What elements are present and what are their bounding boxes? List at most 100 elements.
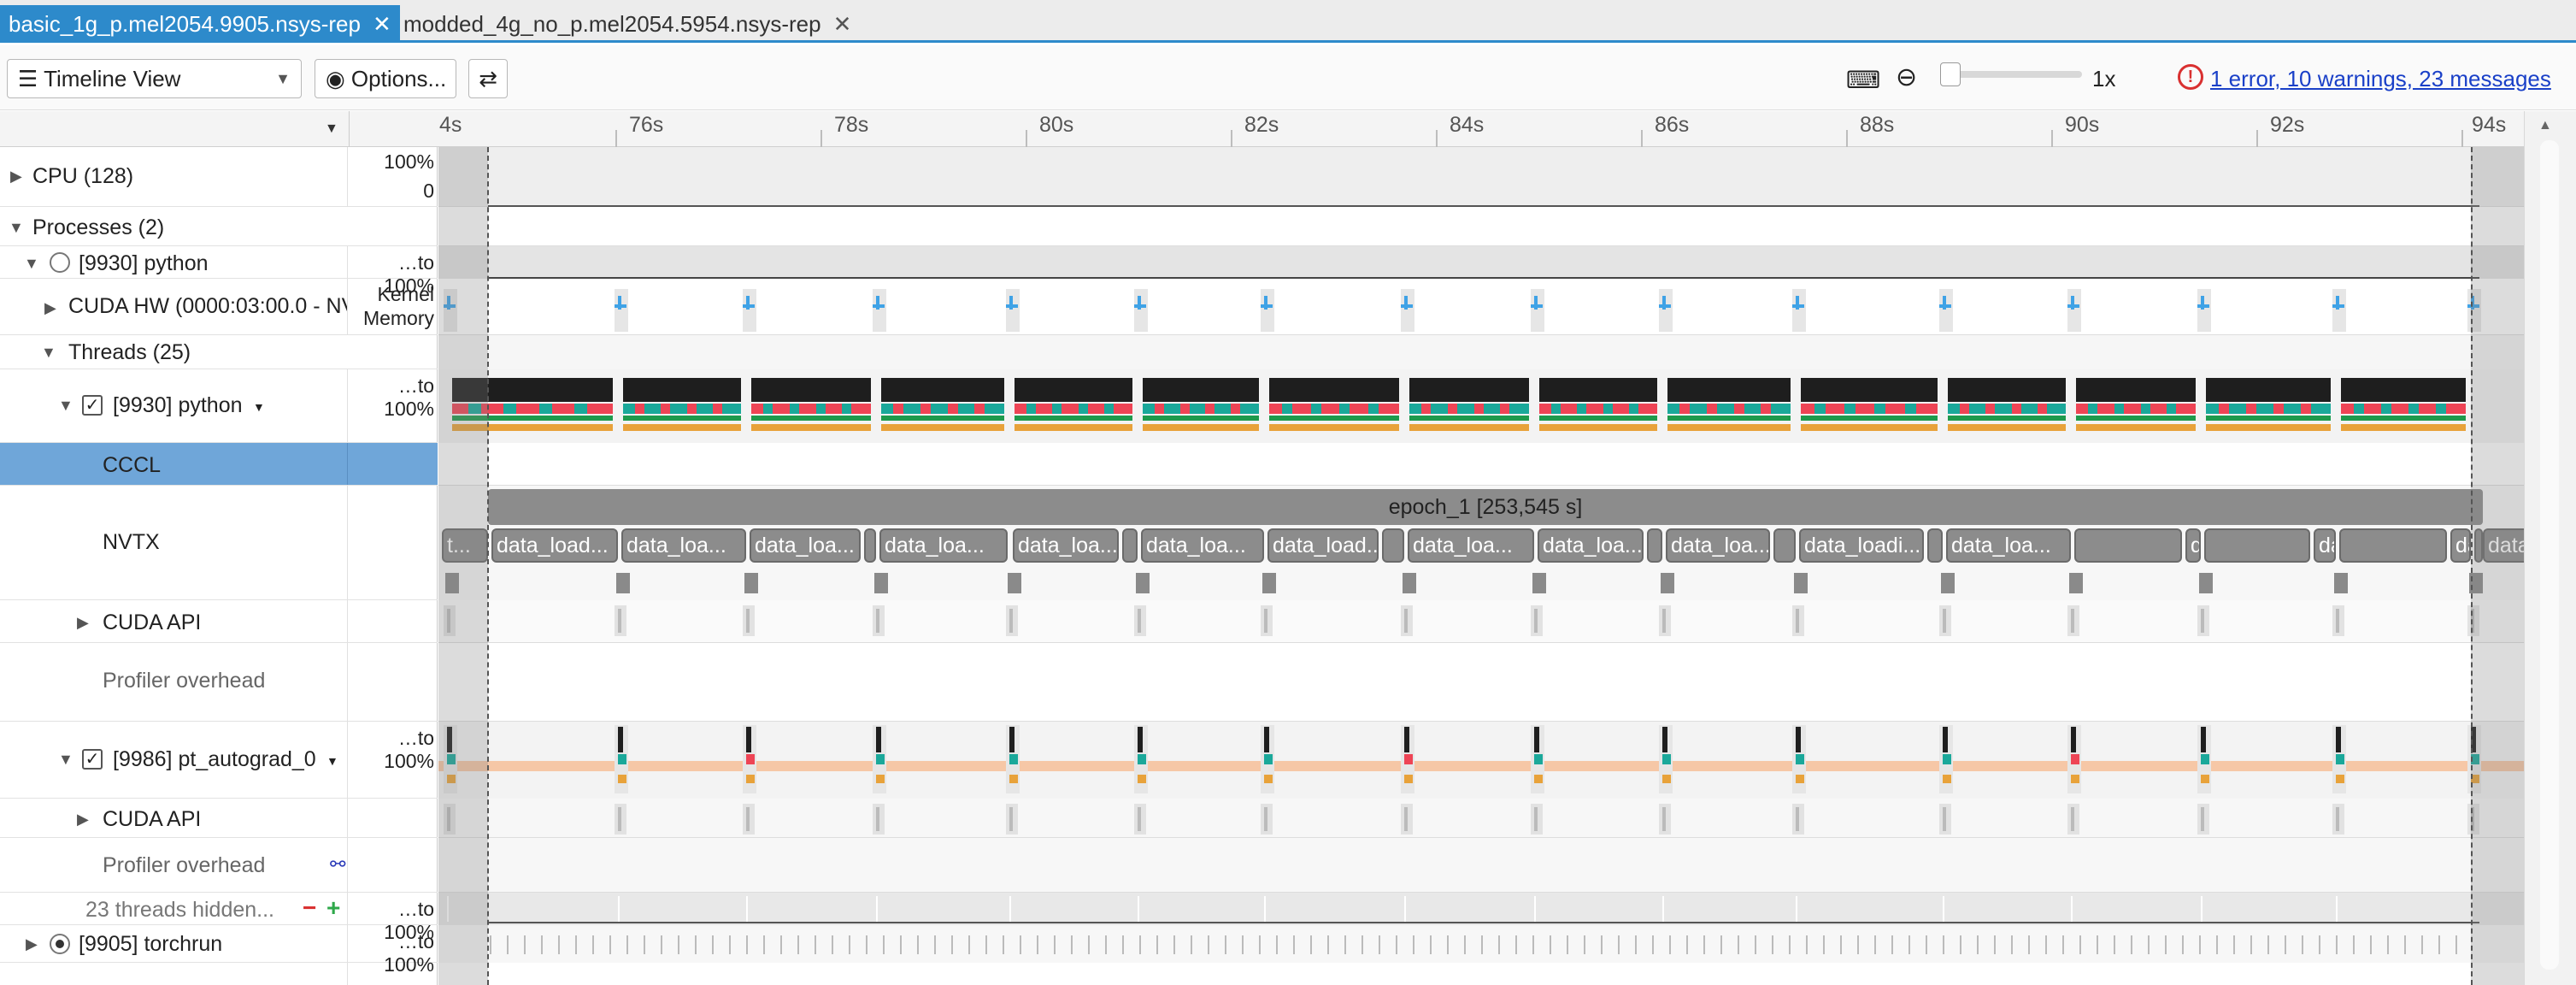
nvtx-range[interactable]: data_loa...	[1141, 528, 1264, 563]
row-threads[interactable]: ▼ Threads (25)	[0, 335, 438, 369]
nvtx-range[interactable]	[2204, 528, 2310, 563]
nvtx-marker	[1008, 573, 1021, 593]
nvtx-range[interactable]: data_loa...	[1013, 528, 1119, 563]
torchrun-tick	[2199, 935, 2201, 954]
keyboard-icon[interactable]: ⌨	[1846, 67, 1881, 93]
thread-state-bar	[623, 404, 741, 414]
nvtx-range[interactable]: data_loa...	[2314, 528, 2336, 563]
nvtx-range[interactable]	[2074, 528, 2182, 563]
chevron-down-icon[interactable]: ▼	[41, 344, 56, 361]
nvtx-range[interactable]: data_loa...	[621, 528, 746, 563]
cuda-kernel-mark	[1531, 304, 1543, 308]
close-icon[interactable]: ✕	[372, 11, 391, 37]
nvtx-range[interactable]: data_loa...	[750, 528, 861, 563]
chevron-right-icon[interactable]: ▶	[77, 614, 89, 631]
torchrun-tick	[2455, 935, 2457, 954]
nvtx-range[interactable]	[1647, 528, 1662, 563]
nvtx-epoch-range[interactable]: epoch_1 [253,545 s]	[488, 489, 2483, 525]
diagnostics-link[interactable]: 1 error, 10 warnings, 23 messages	[2210, 66, 2551, 91]
torchrun-tick	[900, 935, 902, 954]
nvtx-range[interactable]: data_load...	[491, 528, 618, 563]
zoom-out-icon[interactable]: ⊖	[1896, 63, 1918, 91]
nvtx-range[interactable]	[1927, 528, 1943, 563]
nvtx-range[interactable]: data_loadi...	[1799, 528, 1924, 563]
chevron-right-icon[interactable]: ▶	[10, 168, 22, 185]
nvtx-range[interactable]: data_loa...	[1666, 528, 1770, 563]
chevron-down-icon[interactable]: ▼	[58, 397, 74, 414]
zoom-slider-handle[interactable]	[1940, 62, 1961, 86]
thread-state-bar	[1801, 404, 1938, 414]
chevron-right-icon[interactable]: ▶	[77, 811, 89, 828]
zoom-slider[interactable]	[1940, 62, 2082, 86]
torchrun-tick	[2302, 935, 2303, 954]
chevron-right-icon[interactable]: ▶	[44, 299, 56, 316]
torchrun-tick	[1703, 935, 1705, 954]
thread-state-bar	[1269, 416, 1399, 421]
row-cuda-api-2[interactable]: ▶ CUDA API	[0, 799, 438, 838]
nvtx-range[interactable]	[2339, 528, 2447, 563]
chevron-down-icon[interactable]: ▼	[253, 400, 265, 414]
row-nvtx[interactable]: NVTX	[0, 486, 438, 600]
thread-checkbox[interactable]: ✓	[82, 395, 103, 416]
nvtx-range[interactable]: data_loa...	[879, 528, 1008, 563]
timeline-plot[interactable]: epoch_1 [253,545 s] t... data_load... data…	[438, 147, 2576, 985]
error-icon: !	[2178, 64, 2203, 90]
chevron-down-icon[interactable]: ▼	[326, 754, 338, 768]
row-profiler-overhead[interactable]: Profiler overhead	[0, 643, 438, 722]
lane-cuda-api	[438, 600, 2524, 643]
nvtx-marker	[744, 573, 758, 593]
nvtx-range[interactable]	[1382, 528, 1404, 563]
nvtx-range[interactable]	[864, 528, 876, 563]
vertical-scrollbar[interactable]: ▲	[2524, 111, 2576, 985]
nvtx-range[interactable]: data_loa...	[1538, 528, 1644, 563]
row-process-python[interactable]: ▼ [9930] python …to 100%	[0, 246, 438, 297]
scrollbar-thumb[interactable]	[2540, 140, 2559, 970]
row-cccl[interactable]: CCCL	[0, 443, 438, 486]
nvtx-range[interactable]: data_loa...	[1946, 528, 2071, 563]
chevron-down-icon[interactable]: ▼	[9, 219, 24, 236]
nvtx-range[interactable]: data_load...	[1267, 528, 1379, 563]
nvtx-range[interactable]: data_loa...	[2185, 528, 2201, 563]
thread-checkbox[interactable]: ✓	[82, 749, 103, 770]
chevron-down-icon[interactable]: ▼	[58, 751, 74, 768]
chevron-right-icon[interactable]: ▶	[26, 935, 38, 953]
chevron-down-icon[interactable]: ▼	[24, 255, 39, 272]
torchrun-tick	[1413, 935, 1414, 954]
nvtx-range[interactable]: data_loa...	[1408, 528, 1534, 563]
row-processes[interactable]: ▼ Processes (2)	[0, 207, 438, 246]
timeline-ruler[interactable]: ▼ 4s 76s 78s 80s 82s 84s 86s 88s 90s 92s…	[0, 111, 2576, 147]
cuda-api-call	[2336, 609, 2339, 633]
row-thread-python[interactable]: ▼ ✓ [9930] python ▼ …to 100%	[0, 369, 438, 443]
row-scale: …to 100%	[347, 722, 438, 798]
link-icon[interactable]: ⚯	[330, 853, 346, 875]
row-cuda-hw[interactable]: ▶ CUDA HW (0000:03:00.0 - NV Kernel Memor…	[0, 279, 438, 335]
selection-edge-left[interactable]	[487, 147, 489, 985]
minus-icon[interactable]: −	[303, 894, 317, 921]
options-button[interactable]: ◉ Options...	[315, 59, 456, 98]
nvtx-range[interactable]	[1122, 528, 1138, 563]
cuda-hw-burst	[1261, 289, 1274, 332]
swap-button[interactable]: ⇄	[468, 59, 508, 98]
plus-icon[interactable]: +	[326, 894, 341, 921]
thread-state-bar	[687, 404, 697, 414]
thread-state-bar	[1015, 416, 1132, 421]
torchrun-tick	[1874, 935, 1876, 954]
tab-basic-1g[interactable]: basic_1g_p.mel2054.9905.nsys-rep ✕	[0, 5, 400, 43]
scroll-up-icon[interactable]: ▲	[2538, 118, 2552, 133]
row-profiler-overhead-2[interactable]: Profiler overhead ⚯	[0, 838, 438, 893]
row-hidden-threads[interactable]: 23 threads hidden... − + …to 100%	[0, 893, 438, 943]
thread-state-bar	[468, 404, 481, 414]
row-thread-autograd[interactable]: ▼ ✓ [9986] pt_autograd_0 ▼ …to 100%	[0, 722, 438, 799]
tab-modded-4g[interactable]: modded_4g_no_p.mel2054.5954.nsys-rep ✕	[395, 5, 860, 43]
row-process-torchrun[interactable]: ▶ [9905] torchrun …to 100%	[0, 925, 438, 976]
selection-edge-right[interactable]	[2471, 147, 2473, 985]
row-cuda-api[interactable]: ▶ CUDA API	[0, 600, 438, 643]
chevron-down-icon[interactable]: ▼	[325, 121, 338, 136]
close-icon[interactable]: ✕	[832, 11, 852, 37]
nvtx-range[interactable]	[2474, 528, 2483, 563]
nvtx-range[interactable]: t...	[442, 528, 488, 563]
nvtx-range[interactable]: data_load...	[2450, 528, 2471, 563]
row-cpu[interactable]: ▶ CPU (128) 100% 0	[0, 147, 438, 207]
view-select[interactable]: ☰ Timeline View ▼	[7, 59, 302, 98]
nvtx-range[interactable]	[1773, 528, 1796, 563]
